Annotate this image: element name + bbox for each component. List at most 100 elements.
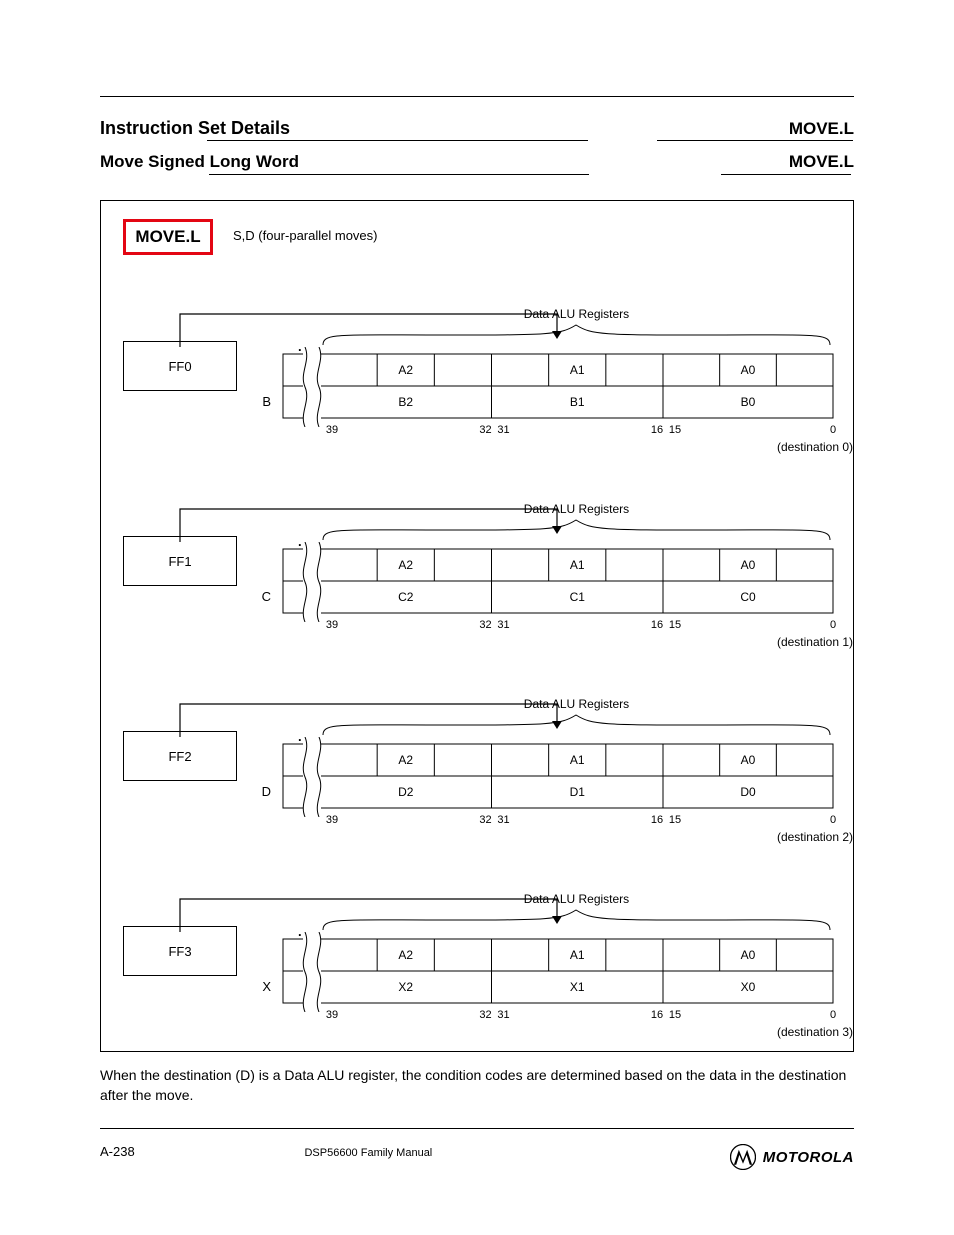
diagram-frame: MOVE.L S,D (four-parallel moves) FF0 Data…: [100, 200, 854, 1052]
dest-box: FF1: [123, 536, 237, 586]
title-row: Instruction Set Details MOVE.L: [100, 118, 854, 139]
svg-text:A0: A0: [741, 948, 756, 962]
svg-text:B2: B2: [398, 395, 413, 409]
bit-number: 39: [322, 1009, 342, 1021]
svg-text:A1: A1: [570, 363, 585, 377]
svg-text:A0: A0: [741, 753, 756, 767]
svg-text:D0: D0: [740, 785, 756, 799]
brace-label: Data ALU Registers: [320, 892, 833, 906]
bit-number: 0: [823, 619, 843, 631]
svg-text:D1: D1: [570, 785, 586, 799]
bottom-rule: [100, 1128, 854, 1129]
svg-text:C: C: [262, 589, 271, 604]
subtitle-right: MOVE.L: [789, 152, 854, 172]
svg-text:B: B: [262, 394, 271, 409]
bit-number: 39: [322, 814, 342, 826]
bit-number: 15: [665, 619, 685, 631]
register-diagram: FF0Data ALU Registers...A2A1A0BB2B1B0393…: [101, 261, 853, 451]
svg-text:C1: C1: [570, 590, 586, 604]
svg-text:X: X: [262, 979, 271, 994]
dest-box: FF2: [123, 731, 237, 781]
svg-text:A1: A1: [570, 948, 585, 962]
bit-number: 16: [647, 424, 667, 436]
bit-number: 16: [647, 1009, 667, 1021]
bit-number: 32: [476, 1009, 496, 1021]
subtitle-row: Move Signed Long Word MOVE.L: [100, 152, 854, 172]
svg-text:D2: D2: [398, 785, 414, 799]
svg-text:A1: A1: [570, 753, 585, 767]
bit-number: 32: [476, 814, 496, 826]
destination-note: (destination 0): [693, 440, 853, 454]
bitfield-grid: A2A1A0XX2X1X0: [283, 939, 833, 1003]
break-icon: [299, 737, 325, 817]
svg-text:X0: X0: [741, 980, 756, 994]
break-icon: [299, 542, 325, 622]
subtitle-underline-right: [721, 174, 851, 175]
title-right: MOVE.L: [789, 119, 854, 139]
bit-number: 16: [647, 814, 667, 826]
bit-number: 15: [665, 424, 685, 436]
brace-icon: [320, 713, 833, 737]
subtitle: Move Signed Long Word: [100, 152, 299, 172]
bit-number: 15: [665, 1009, 685, 1021]
svg-text:A2: A2: [398, 363, 413, 377]
bit-numbers: 39323116150(destination 2): [283, 814, 833, 828]
top-rule: [100, 96, 854, 97]
instruction-desc: S,D (four-parallel moves): [233, 228, 378, 243]
condition-note: When the destination (D) is a Data ALU r…: [100, 1065, 854, 1106]
bit-numbers: 39323116150(destination 0): [283, 424, 833, 438]
title-underline-left: [207, 140, 588, 141]
register-diagram: FF2Data ALU Registers...A2A1A0DD2D1D0393…: [101, 651, 853, 841]
svg-text:A0: A0: [741, 363, 756, 377]
footer-left: A-238 DSP56600 Family Manual: [100, 1144, 432, 1159]
bit-number: 0: [823, 1009, 843, 1021]
brace-label: Data ALU Registers: [320, 697, 833, 711]
bit-number: 0: [823, 424, 843, 436]
svg-text:A1: A1: [570, 558, 585, 572]
brace-label: Data ALU Registers: [320, 502, 833, 516]
brand-text: MOTOROLA: [763, 1149, 854, 1166]
brace-icon: [320, 908, 833, 932]
bitfield-grid: A2A1A0BB2B1B0: [283, 354, 833, 418]
svg-text:C2: C2: [398, 590, 414, 604]
brace-label: Data ALU Registers: [320, 307, 833, 321]
instruction-mnemonic: MOVE.L: [135, 227, 200, 247]
instruction-box: MOVE.L: [123, 219, 213, 255]
brace-icon: [320, 518, 833, 542]
bitfield-grid: A2A1A0CC2C1C0: [283, 549, 833, 613]
register-diagram: FF1Data ALU Registers...A2A1A0CC2C1C0393…: [101, 456, 853, 646]
bitfield-grid: A2A1A0DD2D1D0: [283, 744, 833, 808]
manual-name: DSP56600 Family Manual: [304, 1147, 432, 1159]
bit-number: 32: [476, 619, 496, 631]
svg-text:A2: A2: [398, 753, 413, 767]
brand-logo: MOTOROLA: [730, 1144, 854, 1170]
bit-number: 15: [665, 814, 685, 826]
bit-number: 0: [823, 814, 843, 826]
svg-text:B0: B0: [741, 395, 756, 409]
dest-box: FF3: [123, 926, 237, 976]
dest-box: FF0: [123, 341, 237, 391]
subtitle-underline-left: [209, 174, 589, 175]
title-underline-right: [657, 140, 853, 141]
destination-note: (destination 1): [693, 635, 853, 649]
svg-text:B1: B1: [570, 395, 585, 409]
bit-number: 39: [322, 424, 342, 436]
bit-number: 32: [476, 424, 496, 436]
destination-note: (destination 3): [693, 1025, 853, 1039]
svg-text:D: D: [262, 784, 271, 799]
svg-text:X2: X2: [398, 980, 413, 994]
bit-number: 16: [647, 619, 667, 631]
svg-text:A0: A0: [741, 558, 756, 572]
svg-text:A2: A2: [398, 948, 413, 962]
break-icon: [299, 347, 325, 427]
break-icon: [299, 932, 325, 1012]
bit-number: 31: [494, 619, 514, 631]
destination-note: (destination 2): [693, 830, 853, 844]
bit-numbers: 39323116150(destination 3): [283, 1009, 833, 1023]
bit-number: 31: [494, 1009, 514, 1021]
bit-number: 31: [494, 424, 514, 436]
bit-number: 39: [322, 619, 342, 631]
brace-icon: [320, 323, 833, 347]
svg-text:X1: X1: [570, 980, 585, 994]
motorola-icon: [730, 1144, 756, 1170]
